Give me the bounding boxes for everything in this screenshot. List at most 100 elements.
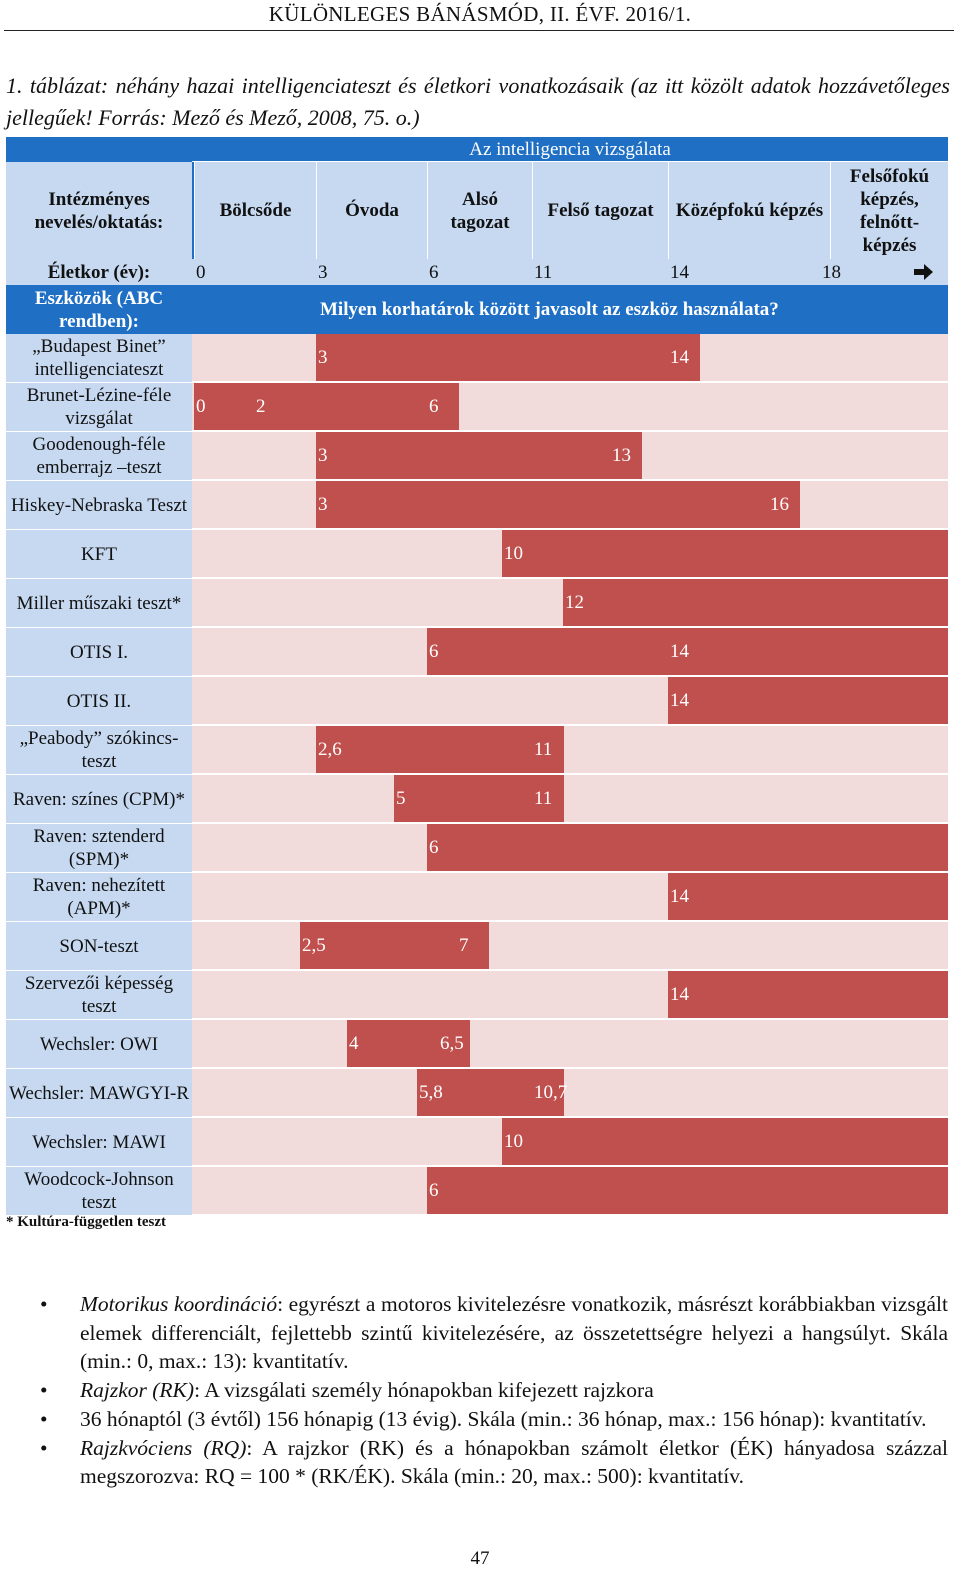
age-range-bar [502, 1118, 948, 1165]
age-tick: 11 [534, 262, 553, 283]
bullet-text: : A rajzkor (RK) és a hónapokban számolt… [80, 1435, 948, 1489]
age-range-bar [427, 1167, 948, 1214]
bullet-text: 36 hónaptól (3 évtől) 156 hónapig (13 év… [80, 1406, 927, 1431]
test-name-cell: Wechsler: OWI [6, 1020, 192, 1069]
range-value-label: 10,7 [534, 1082, 568, 1103]
question-text: Milyen korhatárok között javasolt az esz… [192, 285, 948, 334]
bullet-item-motorikus: • Motorikus koordináció: egyrészt a motor… [40, 1290, 948, 1376]
test-name-cell: Miller műszaki teszt* [6, 579, 192, 628]
test-name-cell: „Peabody” szókincs-teszt [6, 726, 192, 775]
age-row-background [6, 259, 948, 285]
age-range-bar [316, 334, 700, 381]
test-name-cell: OTIS II. [6, 677, 192, 726]
age-range-bar [427, 628, 948, 675]
table-footnote: * Kultúra-független teszt [6, 1214, 166, 1230]
level-header: Óvoda [316, 162, 427, 259]
age-range-bar [502, 530, 948, 577]
range-value-label: 3 [318, 445, 328, 466]
age-range-bar [668, 971, 948, 1018]
range-value-label: 6 [429, 396, 439, 417]
range-value-label: 7 [459, 935, 469, 956]
range-value-label: 11 [534, 788, 553, 809]
test-name-cell: Brunet-Lézine-féle vizsgálat [6, 383, 192, 432]
age-range-bar [194, 383, 459, 430]
range-value-label: 6 [429, 837, 439, 858]
range-value-label: 10 [504, 1131, 523, 1152]
age-tick: 0 [196, 262, 206, 283]
right-arrow-icon [914, 263, 934, 281]
bullet-dot-icon: • [40, 1378, 48, 1403]
level-header: Felső tagozat [532, 162, 668, 259]
test-name-cell: Wechsler: MAWI [6, 1118, 192, 1167]
range-value-label: 6 [429, 641, 439, 662]
range-value-label: 10 [504, 543, 523, 564]
range-value-label: 6 [429, 1180, 439, 1201]
test-name-cell: Hiskey-Nebraska Teszt [6, 481, 192, 530]
range-value-label: 14 [670, 347, 689, 368]
range-value-label: 0 [196, 396, 206, 417]
age-range-bar [347, 1020, 470, 1067]
bullet-term: Rajzkor (RK) [80, 1378, 195, 1403]
age-tick: 3 [318, 262, 328, 283]
range-value-label: 13 [612, 445, 631, 466]
range-value-label: 11 [534, 739, 553, 760]
test-name-cell: Goodenough-féle emberrajz –teszt [6, 432, 192, 481]
test-name-cell: OTIS I. [6, 628, 192, 677]
age-range-bar [316, 432, 642, 479]
age-range-bar [394, 775, 564, 822]
row-background [192, 775, 948, 824]
test-name-cell: KFT [6, 530, 192, 579]
bullet-dot-icon: • [40, 1406, 48, 1431]
test-name-cell: Raven: színes (CPM)* [6, 775, 192, 824]
age-range-bar [668, 677, 948, 724]
bullet-list: • Motorikus koordináció: egyrészt a motor… [40, 1290, 948, 1491]
range-value-label: 12 [565, 592, 584, 613]
row-background [192, 1020, 948, 1069]
test-name-cell: Woodcock-Johnson teszt [6, 1167, 192, 1216]
age-range-bar [300, 922, 489, 969]
tools-label: Eszközök (ABC rendben): [6, 285, 192, 334]
test-name-cell: Raven: sztenderd (SPM)* [6, 824, 192, 873]
age-range-bar [417, 1069, 564, 1116]
page-number: 47 [470, 1548, 490, 1569]
level-header: Felsőfokú képzés, felnőtt-képzés [830, 162, 948, 259]
range-value-label: 14 [670, 690, 689, 711]
age-range-bar [668, 873, 948, 920]
running-header: KÜLÖNLEGES BÁNÁSMÓD, II. ÉVF. 2016/1. [268, 2, 692, 26]
row-background [192, 1069, 948, 1118]
range-value-label: 5,8 [419, 1082, 443, 1103]
range-value-label: 3 [318, 347, 328, 368]
bullet-text: : egyrészt a motoros kivitelezésre vonat… [80, 1292, 949, 1374]
bullet-item-rajzkor: • Rajzkor (RK): A vizsgálati személy hóna… [40, 1376, 948, 1405]
range-value-label: 2,5 [302, 935, 326, 956]
range-value-label: 14 [670, 641, 689, 662]
age-tick: 18 [822, 262, 841, 283]
level-header: Bölcsőde [194, 162, 316, 259]
age-range-bar [316, 481, 800, 528]
header-rule [4, 30, 954, 31]
bullet-term: Motorikus koordináció [80, 1292, 278, 1316]
range-value-label: 4 [349, 1033, 359, 1054]
row-label-head: Intézményes nevelés/oktatás: [6, 162, 192, 259]
test-name-cell: Szervezői képesség teszt [6, 971, 192, 1020]
bullet-item-rajzkvociens: • Rajzkvóciens (RQ): A rajzkor (RK) és a … [40, 1434, 948, 1491]
age-tick: 6 [429, 262, 439, 283]
level-header: Középfokú képzés [668, 162, 830, 259]
range-value-label: 14 [670, 984, 689, 1005]
age-range-bar [563, 579, 948, 626]
test-name-cell: Wechsler: MAWGYI-R [6, 1069, 192, 1118]
level-header: Alsó tagozat [427, 162, 532, 259]
table-caption: 1. táblázat: néhány hazai intelligenciat… [6, 73, 950, 130]
range-value-label: 6,5 [440, 1033, 464, 1054]
age-range-bar [316, 726, 564, 773]
range-value-label: 3 [318, 494, 328, 515]
test-name-cell: SON-teszt [6, 922, 192, 971]
row-background [192, 726, 948, 775]
bullet-term: Rajzkvóciens (RQ) [80, 1435, 247, 1460]
table-top-header: Az intelligencia vizsgálata [192, 137, 948, 162]
range-value-label: 14 [670, 886, 689, 907]
bullet-dot-icon: • [40, 1435, 48, 1460]
range-value-label: 2,6 [318, 739, 342, 760]
age-label: Életkor (év): [47, 261, 151, 283]
test-name-cell: Raven: nehezített (APM)* [6, 873, 192, 922]
